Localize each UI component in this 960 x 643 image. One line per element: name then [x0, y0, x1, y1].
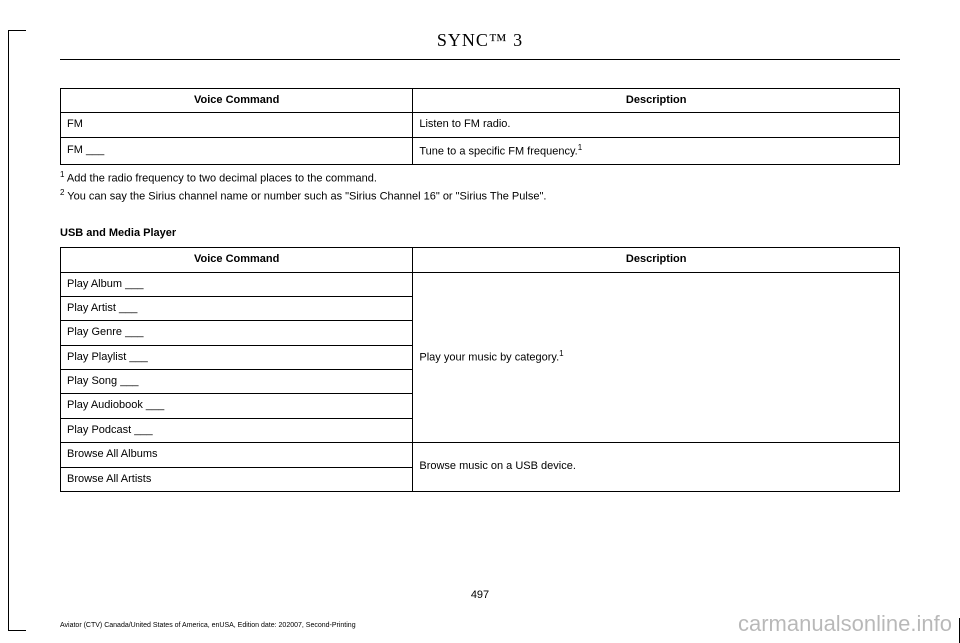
- page-title: SYNC™ 3: [60, 30, 900, 59]
- footnote-2: 2 You can say the Sirius channel name or…: [60, 187, 900, 205]
- voice-command-table-2: Voice Command Description Play Album ___…: [60, 247, 900, 492]
- cell-command: Play Album ___: [61, 272, 413, 296]
- footnote-ref: 1: [559, 349, 563, 358]
- cell-command: Play Podcast ___: [61, 418, 413, 442]
- watermark: carmanualsonline.info: [738, 611, 952, 637]
- voice-command-table-1: Voice Command Description FM Listen to F…: [60, 88, 900, 165]
- crop-mark-left: [8, 30, 9, 631]
- section-heading: USB and Media Player: [60, 227, 900, 239]
- header-rule: [60, 59, 900, 60]
- cell-command: Play Audiobook ___: [61, 394, 413, 418]
- table-row: Play Album ___ Play your music by catego…: [61, 272, 900, 296]
- footnote-ref: 1: [578, 143, 582, 152]
- col-header-description: Description: [413, 89, 900, 113]
- footnote-1: 1 Add the radio frequency to two decimal…: [60, 169, 900, 187]
- col-header-command: Voice Command: [61, 89, 413, 113]
- cell-description: Browse music on a USB device.: [413, 443, 900, 492]
- cell-command: Browse All Artists: [61, 467, 413, 491]
- cell-description: Listen to FM radio.: [413, 113, 900, 137]
- cell-command: Play Artist ___: [61, 296, 413, 320]
- cell-command: Play Song ___: [61, 370, 413, 394]
- col-header-command: Voice Command: [61, 248, 413, 272]
- footnotes: 1 Add the radio frequency to two decimal…: [60, 169, 900, 205]
- footer-meta: Aviator (CTV) Canada/United States of Am…: [60, 622, 356, 629]
- table-header-row: Voice Command Description: [61, 89, 900, 113]
- cell-command: FM ___: [61, 137, 413, 164]
- page-number: 497: [0, 589, 960, 601]
- cell-description: Tune to a specific FM frequency.1: [413, 137, 900, 164]
- cell-command: FM: [61, 113, 413, 137]
- col-header-description: Description: [413, 248, 900, 272]
- table-row: FM ___ Tune to a specific FM frequency.1: [61, 137, 900, 164]
- cell-description: Play your music by category.1: [413, 272, 900, 443]
- table-row: Browse All Albums Browse music on a USB …: [61, 443, 900, 467]
- cell-command: Browse All Albums: [61, 443, 413, 467]
- table-header-row: Voice Command Description: [61, 248, 900, 272]
- cell-command: Play Playlist ___: [61, 345, 413, 369]
- footnote-text: You can say the Sirius channel name or n…: [64, 191, 546, 203]
- cell-text: Tune to a specific FM frequency.: [419, 145, 577, 157]
- page-content: SYNC™ 3 Voice Command Description FM Lis…: [0, 0, 960, 492]
- cell-text: Play your music by category.: [419, 352, 559, 364]
- footnote-text: Add the radio frequency to two decimal p…: [64, 172, 376, 184]
- table-row: FM Listen to FM radio.: [61, 113, 900, 137]
- cell-command: Play Genre ___: [61, 321, 413, 345]
